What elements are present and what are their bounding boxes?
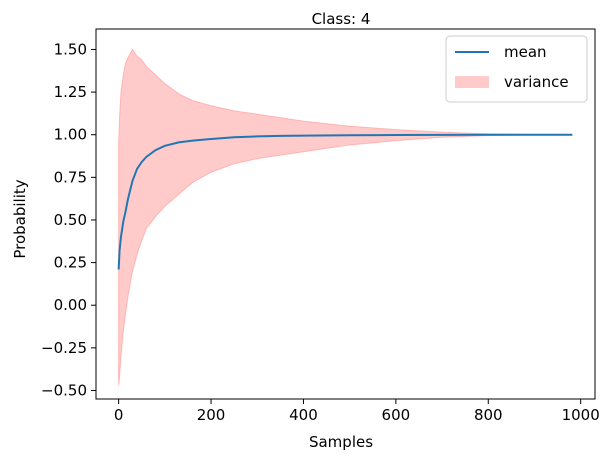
legend: mean variance [445, 35, 588, 103]
plot-area [117, 48, 573, 386]
legend-mean-label: mean [504, 43, 547, 61]
legend-variance-label: variance [504, 73, 569, 91]
chart-title: Class: 4 [312, 10, 371, 28]
x-tick-label: 0 [114, 406, 124, 424]
y-tick-label: −0.25 [41, 339, 87, 357]
y-tick-label: 1.25 [54, 83, 87, 101]
x-tick-label: 400 [289, 406, 318, 424]
x-tick-label: 800 [474, 406, 503, 424]
y-tick-label: 0.75 [54, 168, 87, 186]
mean-line-layer [117, 133, 573, 270]
y-tick-label: 0.50 [54, 211, 87, 229]
y-tick-label: 1.50 [54, 40, 87, 58]
x-tick-label: 1000 [562, 406, 600, 424]
x-axis: 0 200 400 600 800 1000 [114, 399, 600, 424]
x-tick-label: 600 [382, 406, 411, 424]
mean-line [117, 133, 573, 270]
y-axis: −0.50 −0.25 0.00 0.25 0.50 0.75 1.00 1.25 1.50 [41, 40, 96, 399]
y-tick-label: 1.00 [54, 126, 87, 144]
x-axis-label: Samples [309, 433, 373, 451]
y-tick-label: −0.50 [41, 381, 87, 399]
y-tick-label: 0.25 [54, 254, 87, 272]
x-tick-label: 200 [197, 406, 226, 424]
plot-frame [95, 28, 596, 400]
legend-variance-swatch [455, 76, 489, 88]
y-tick-label: 0.00 [54, 296, 87, 314]
y-axis-label: Probability [11, 179, 29, 258]
